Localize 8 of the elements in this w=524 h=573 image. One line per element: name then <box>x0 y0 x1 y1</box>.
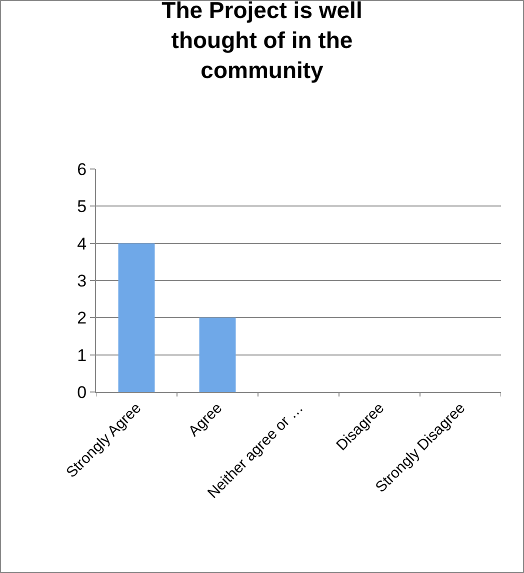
y-tick-label: 1 <box>77 346 87 365</box>
y-tick-label: 0 <box>77 382 87 402</box>
y-tick-label: 2 <box>77 308 87 328</box>
y-tick-label: 6 <box>77 160 87 179</box>
y-tick-label: 4 <box>77 234 87 254</box>
chart-title: The Project is well thought of in the community <box>162 0 362 83</box>
y-tick-label: 3 <box>77 271 87 290</box>
y-tick-label: 5 <box>77 197 87 216</box>
